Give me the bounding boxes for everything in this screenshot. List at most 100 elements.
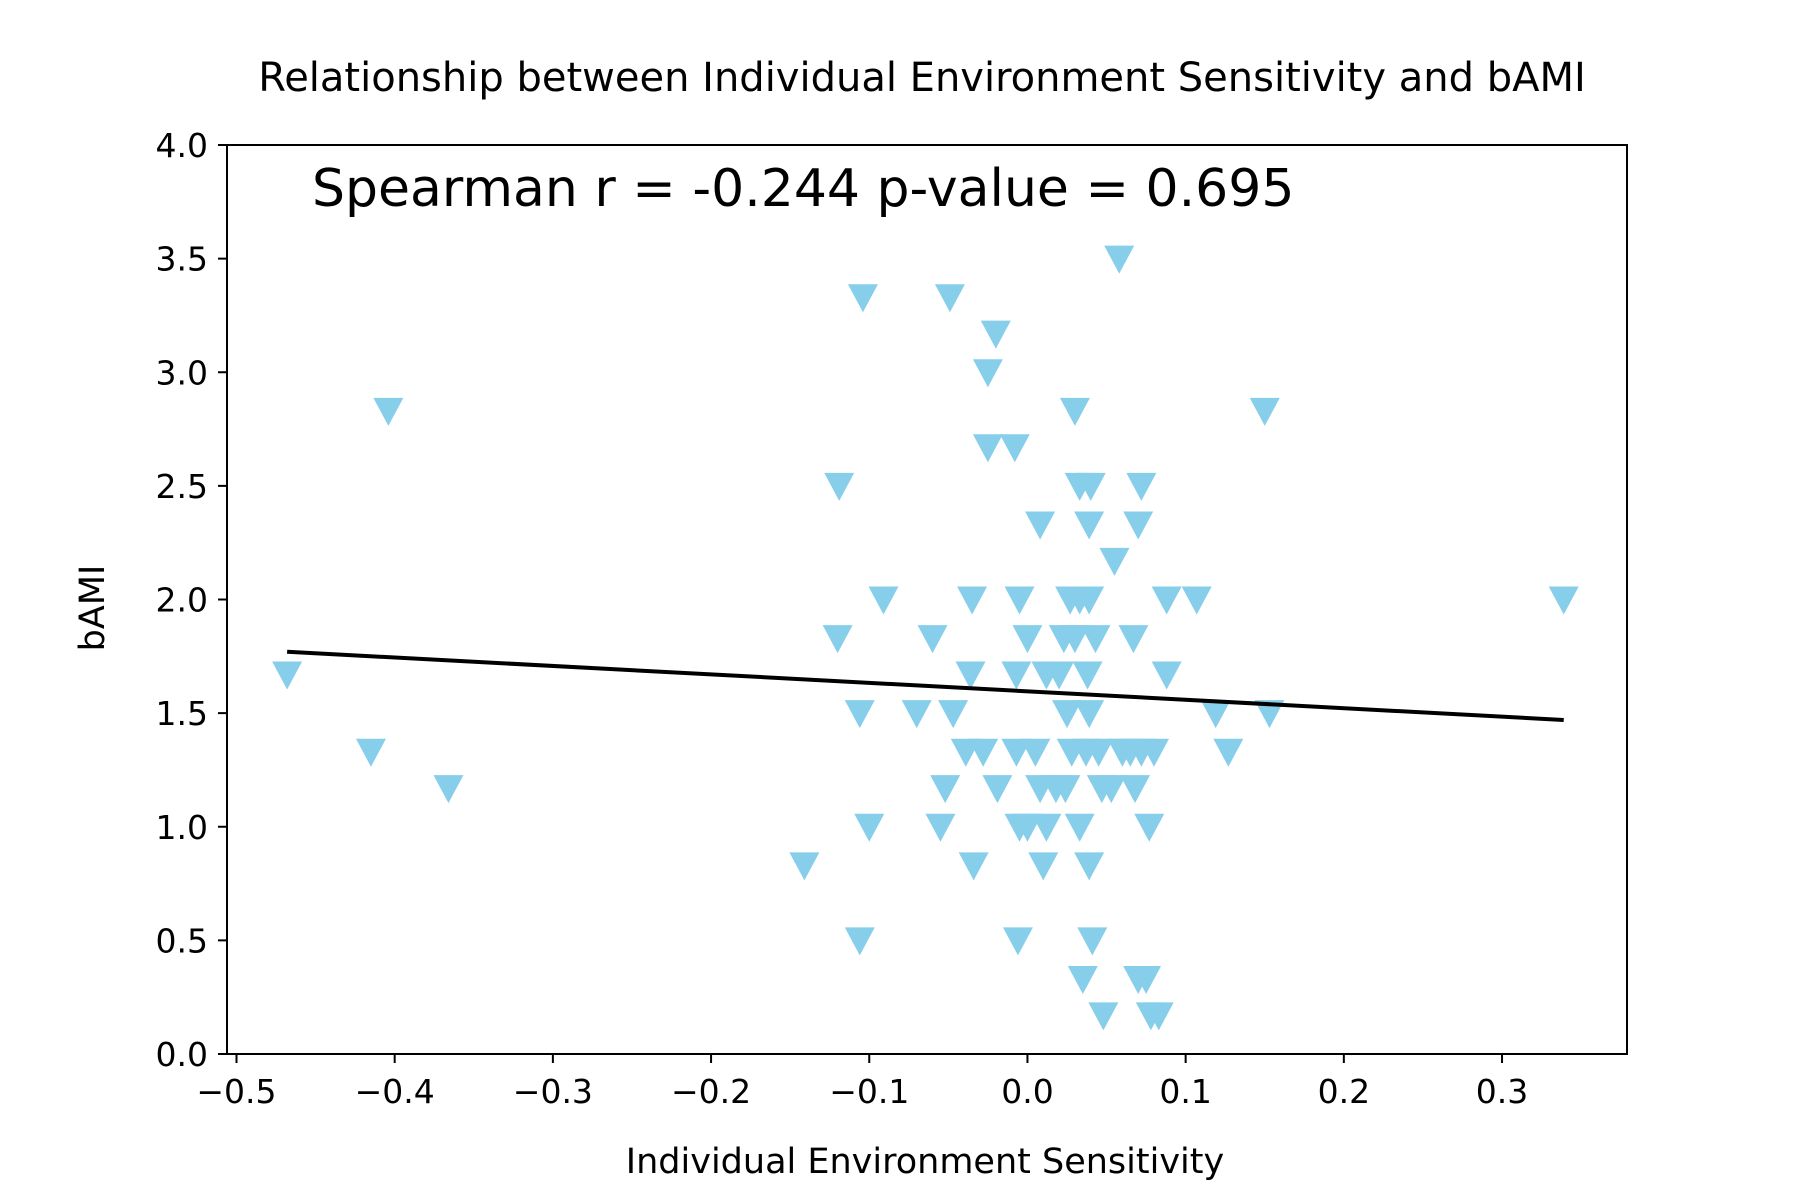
data-point	[1249, 397, 1280, 426]
data-point	[272, 661, 303, 690]
x-tick-label: 0.2	[1318, 1072, 1370, 1111]
data-point	[934, 284, 965, 313]
y-tick-label: 2.0	[156, 581, 208, 620]
y-axis-label: bAMI	[73, 565, 113, 652]
data-point	[1074, 586, 1105, 615]
data-point	[1200, 700, 1231, 729]
data-point	[1088, 1002, 1119, 1031]
x-axis: −0.5 −0.4 −0.3 −0.2 −0.1 0.0 0.1 0.2 0.3	[196, 1054, 1528, 1111]
x-tick-label: −0.5	[196, 1072, 276, 1111]
data-point	[1075, 472, 1106, 501]
x-tick-label: −0.1	[829, 1072, 909, 1111]
data-point	[789, 852, 820, 881]
data-point	[957, 586, 988, 615]
data-point	[1002, 927, 1033, 956]
data-point	[868, 586, 899, 615]
data-point	[1118, 625, 1149, 654]
data-point	[1012, 625, 1043, 654]
data-point	[1074, 511, 1105, 540]
trend-line	[287, 649, 1564, 722]
data-point	[355, 738, 386, 767]
data-point	[1064, 813, 1095, 842]
data-point	[1151, 661, 1182, 690]
data-point	[972, 359, 1003, 388]
y-tick-label: 1.0	[156, 808, 208, 847]
x-tick-label: 0.0	[1001, 1072, 1053, 1111]
x-tick-label: 0.3	[1476, 1072, 1528, 1111]
y-tick-label: 0.0	[156, 1035, 208, 1074]
data-point	[1134, 813, 1165, 842]
data-point	[1001, 661, 1032, 690]
data-point	[1020, 738, 1051, 767]
y-tick-label: 3.0	[156, 353, 208, 392]
data-point	[1052, 700, 1082, 729]
data-point	[958, 852, 989, 881]
data-point	[955, 661, 986, 690]
data-point	[1548, 586, 1579, 615]
data-point	[1120, 775, 1151, 804]
data-point	[1123, 511, 1154, 540]
y-tick-label: 1.5	[156, 694, 208, 733]
data-point	[1099, 547, 1130, 576]
data-point	[1213, 738, 1244, 767]
data-point	[968, 738, 999, 767]
data-point	[1126, 472, 1157, 501]
x-tick-label: −0.3	[513, 1072, 593, 1111]
data-point	[999, 434, 1030, 463]
data-point	[1077, 927, 1108, 956]
data-point	[1050, 775, 1081, 804]
data-point	[930, 775, 961, 804]
data-point	[1031, 813, 1062, 842]
data-point	[1131, 966, 1162, 995]
data-point	[1004, 586, 1035, 615]
data-point	[844, 700, 875, 729]
data-point	[1181, 586, 1212, 615]
x-tick-label: −0.4	[355, 1072, 435, 1111]
data-point	[1083, 738, 1114, 767]
data-point	[1096, 775, 1127, 804]
y-tick-label: 4.0	[156, 126, 208, 165]
data-point	[1151, 586, 1182, 615]
data-point	[854, 813, 885, 842]
data-point	[1074, 700, 1105, 729]
x-tick-label: 0.1	[1159, 1072, 1211, 1111]
y-tick-label: 2.5	[156, 467, 208, 506]
data-point	[373, 397, 404, 426]
spearman-annotation: Spearman r = -0.244 p-value = 0.695	[312, 159, 1294, 219]
data-point	[1074, 852, 1105, 881]
data-point	[824, 472, 855, 501]
y-tick-label: 3.5	[156, 240, 208, 279]
data-point	[1139, 738, 1170, 767]
data-point	[1059, 625, 1090, 654]
data-point	[1143, 1002, 1174, 1031]
data-point	[980, 320, 1011, 349]
data-point	[925, 813, 956, 842]
y-axis: 0.0 0.5 1.0 1.5 2.0 2.5 3.0 3.5 4.0	[156, 126, 227, 1074]
data-point	[1028, 852, 1059, 881]
data-point	[1059, 397, 1090, 426]
data-point	[1254, 700, 1285, 729]
y-tick-label: 0.5	[156, 921, 208, 960]
data-point	[938, 700, 969, 729]
data-point	[1104, 245, 1135, 274]
data-point	[982, 775, 1013, 804]
data-point	[1025, 511, 1056, 540]
data-point	[1001, 738, 1032, 767]
data-point	[901, 700, 932, 729]
plot-area	[272, 245, 1579, 1031]
data-point	[847, 284, 878, 313]
data-point	[1012, 813, 1043, 842]
data-point	[1067, 966, 1098, 995]
data-point	[433, 775, 464, 804]
data-point	[917, 625, 948, 654]
data-point	[822, 625, 853, 654]
data-point	[1072, 661, 1103, 690]
x-tick-label: −0.2	[671, 1072, 751, 1111]
data-point	[972, 434, 1003, 463]
data-point	[844, 927, 875, 956]
chart-title: Relationship between Individual Environm…	[258, 55, 1586, 101]
data-point	[1044, 661, 1075, 690]
x-axis-label: Individual Environment Sensitivity	[626, 1142, 1224, 1182]
